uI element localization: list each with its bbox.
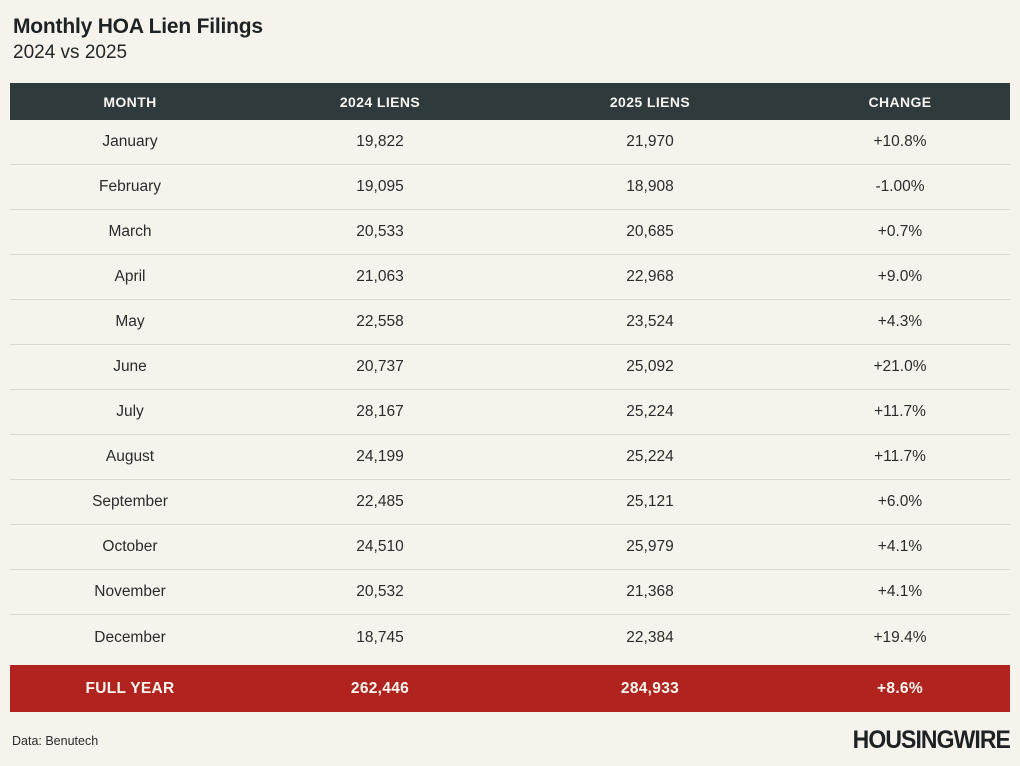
table-row: November 20,532 21,368 +4.1% (10, 570, 1010, 615)
cell-2025-liens: 25,092 (626, 358, 674, 375)
cell-month: June (113, 358, 147, 375)
table-row: July 28,167 25,224 +11.7% (10, 390, 1010, 435)
cell-2024-liens: 18,745 (356, 628, 404, 646)
cell-2024-liens: 24,510 (356, 538, 404, 555)
cell-2025-liens: 20,685 (626, 223, 674, 240)
cell-2025-liens: 21,368 (626, 583, 674, 600)
table-row: December 18,745 22,384 +19.4% (10, 615, 1010, 660)
cell-month: April (114, 268, 146, 285)
housingwire-logo: HOUSINGWIRE (852, 726, 1011, 754)
cell-2025-liens: 25,121 (626, 493, 674, 510)
cell-month: October (102, 538, 158, 555)
cell-change: +9.0% (877, 268, 923, 285)
page-title: Monthly HOA Lien Filings (13, 15, 263, 38)
table-row: September 22,485 25,121 +6.0% (10, 480, 1010, 525)
cell-month: November (94, 583, 166, 600)
cell-change: +0.7% (877, 223, 923, 240)
table-row: April 21,063 22,968 +9.0% (10, 255, 1010, 300)
table-row: February 19,095 18,908 -1.00% (10, 165, 1010, 210)
cell-2024-liens: 19,095 (356, 178, 404, 195)
table-body: January 19,822 21,970 +10.8% February 19… (10, 120, 1010, 660)
column-header-2025-liens: 2025 LIENS (609, 93, 691, 110)
column-header-change: CHANGE (868, 93, 932, 110)
cell-month: July (116, 403, 144, 420)
cell-change: +4.1% (877, 583, 923, 600)
table-row: March 20,533 20,685 +0.7% (10, 210, 1010, 255)
table-row: October 24,510 25,979 +4.1% (10, 525, 1010, 570)
cell-2024-liens: 28,167 (356, 403, 404, 420)
cell-change: +10.8% (873, 133, 927, 150)
cell-2025-liens: 18,908 (626, 178, 674, 195)
footer: Data: Benutech HOUSINGWIRE (10, 726, 1011, 755)
cell-month: September (92, 493, 168, 510)
cell-2025-liens: 25,224 (626, 448, 674, 465)
cell-2024-liens: 22,485 (356, 493, 404, 510)
cell-change: +6.0% (877, 493, 923, 510)
full-year-2024-liens: 262,446 (350, 679, 410, 697)
cell-2025-liens: 21,970 (626, 133, 674, 150)
cell-change: +21.0% (873, 358, 927, 375)
page-subtitle: 2024 vs 2025 (13, 42, 128, 63)
cell-month: February (98, 178, 162, 195)
cell-2024-liens: 21,063 (356, 268, 404, 285)
cell-month: May (115, 313, 145, 330)
data-source: Data: Benutech (12, 733, 99, 748)
cell-month: August (105, 448, 155, 465)
cell-2024-liens: 22,558 (356, 313, 404, 330)
table-row: June 20,737 25,092 +21.0% (10, 345, 1010, 390)
cell-month: January (102, 133, 158, 150)
cell-2025-liens: 23,524 (626, 313, 674, 330)
cell-2025-liens: 22,384 (626, 628, 674, 646)
cell-change: +4.3% (877, 313, 923, 330)
full-year-row: FULL YEAR 262,446 284,933 +8.6% (10, 665, 1010, 712)
cell-month: March (108, 223, 152, 240)
cell-2024-liens: 20,532 (356, 583, 404, 600)
cell-change: +11.7% (874, 403, 926, 420)
cell-2024-liens: 20,533 (356, 223, 404, 240)
cell-month: December (94, 628, 166, 646)
table-row: January 19,822 21,970 +10.8% (10, 120, 1010, 165)
title-block: Monthly HOA Lien Filings 2024 vs 2025 (13, 13, 1010, 65)
table-row: August 24,199 25,224 +11.7% (10, 435, 1010, 480)
full-year-change: +8.6% (877, 679, 923, 697)
cell-2025-liens: 22,968 (626, 268, 674, 285)
cell-change: +19.4% (873, 628, 927, 646)
lien-filings-table: MONTH 2024 LIENS 2025 LIENS CHANGE Janua… (10, 83, 1010, 712)
full-year-2025-liens: 284,933 (620, 679, 680, 697)
column-header-2024-liens: 2024 LIENS (339, 93, 421, 110)
cell-change: -1.00% (875, 178, 925, 195)
full-year-label: FULL YEAR (85, 679, 175, 697)
cell-2025-liens: 25,224 (626, 403, 674, 420)
cell-2025-liens: 25,979 (626, 538, 674, 555)
cell-change: +4.1% (877, 538, 923, 555)
cell-2024-liens: 20,737 (356, 358, 404, 375)
table-header-row: MONTH 2024 LIENS 2025 LIENS CHANGE (10, 83, 1010, 120)
column-header-month: MONTH (103, 93, 157, 110)
cell-change: +11.7% (874, 448, 926, 465)
cell-2024-liens: 24,199 (356, 448, 404, 465)
cell-2024-liens: 19,822 (356, 133, 404, 150)
table-row: May 22,558 23,524 +4.3% (10, 300, 1010, 345)
